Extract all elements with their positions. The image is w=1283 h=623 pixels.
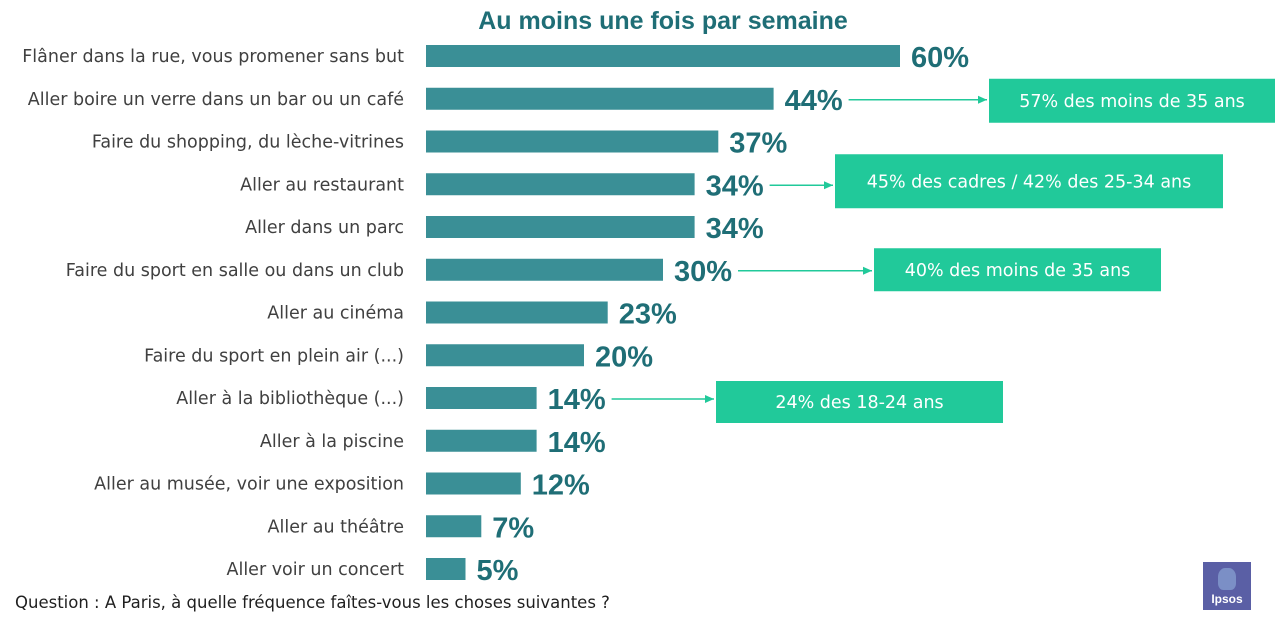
category-label: Aller au restaurant — [240, 175, 404, 195]
annotation-text: 57% des moins de 35 ans — [1019, 92, 1245, 112]
data-label: 14% — [548, 427, 606, 459]
bar — [426, 429, 537, 452]
annotation-text: 45% des cadres / 42% des 25-34 ans — [867, 172, 1192, 192]
bar — [426, 344, 584, 367]
category-label: Aller à la piscine — [260, 432, 404, 452]
data-label: 37% — [729, 128, 787, 160]
annotation-box — [716, 381, 1003, 423]
data-label: 34% — [706, 170, 764, 202]
data-label: 34% — [706, 213, 764, 245]
bar — [426, 301, 608, 324]
category-label: Faire du shopping, du lèche-vitrines — [92, 133, 404, 153]
data-label: 60% — [911, 42, 969, 74]
bar — [426, 387, 537, 409]
category-label: Aller à la bibliothèque (...) — [176, 389, 404, 409]
data-label: 5% — [477, 555, 519, 587]
bar — [426, 216, 695, 238]
data-label: 44% — [785, 85, 843, 117]
category-label: Aller boire un verre dans un bar ou un c… — [28, 90, 404, 110]
annotation-box — [989, 78, 1275, 123]
ipsos-logo: Ipsos — [1203, 562, 1251, 610]
category-label: Aller voir un concert — [226, 560, 404, 580]
category-label: Flâner dans la rue, vous promener sans b… — [22, 47, 404, 67]
category-label: Faire du sport en salle ou dans un club — [66, 261, 404, 281]
data-label: 23% — [619, 299, 677, 331]
category-label: Aller dans un parc — [245, 218, 404, 238]
bar — [426, 558, 466, 580]
bar — [426, 173, 695, 196]
ipsos-logo-text: Ipsos — [1211, 592, 1243, 606]
chart-title: Au moins une fois par semaine — [478, 7, 848, 35]
data-label: 12% — [532, 470, 590, 502]
data-label: 14% — [548, 384, 606, 416]
ipsos-logo-mark — [1218, 568, 1236, 590]
category-label: Aller au musée, voir une exposition — [94, 475, 404, 495]
bar — [426, 472, 521, 495]
bar — [426, 87, 774, 110]
data-label: 7% — [492, 512, 534, 544]
category-label: Aller au cinéma — [267, 304, 404, 324]
annotation-box — [874, 248, 1161, 292]
data-label: 20% — [595, 341, 653, 373]
annotation-text: 40% des moins de 35 ans — [905, 261, 1131, 281]
category-label: Faire du sport en plein air (...) — [144, 346, 404, 366]
data-label: 30% — [674, 256, 732, 288]
question-footnote: Question : A Paris, à quelle fréquence f… — [15, 593, 610, 612]
annotation-text: 24% des 18-24 ans — [775, 393, 943, 413]
bar — [426, 130, 719, 153]
annotation-box — [835, 154, 1223, 209]
bar — [426, 515, 482, 538]
bar — [426, 45, 900, 67]
bar — [426, 258, 663, 281]
category-label: Aller au théâtre — [268, 517, 404, 537]
